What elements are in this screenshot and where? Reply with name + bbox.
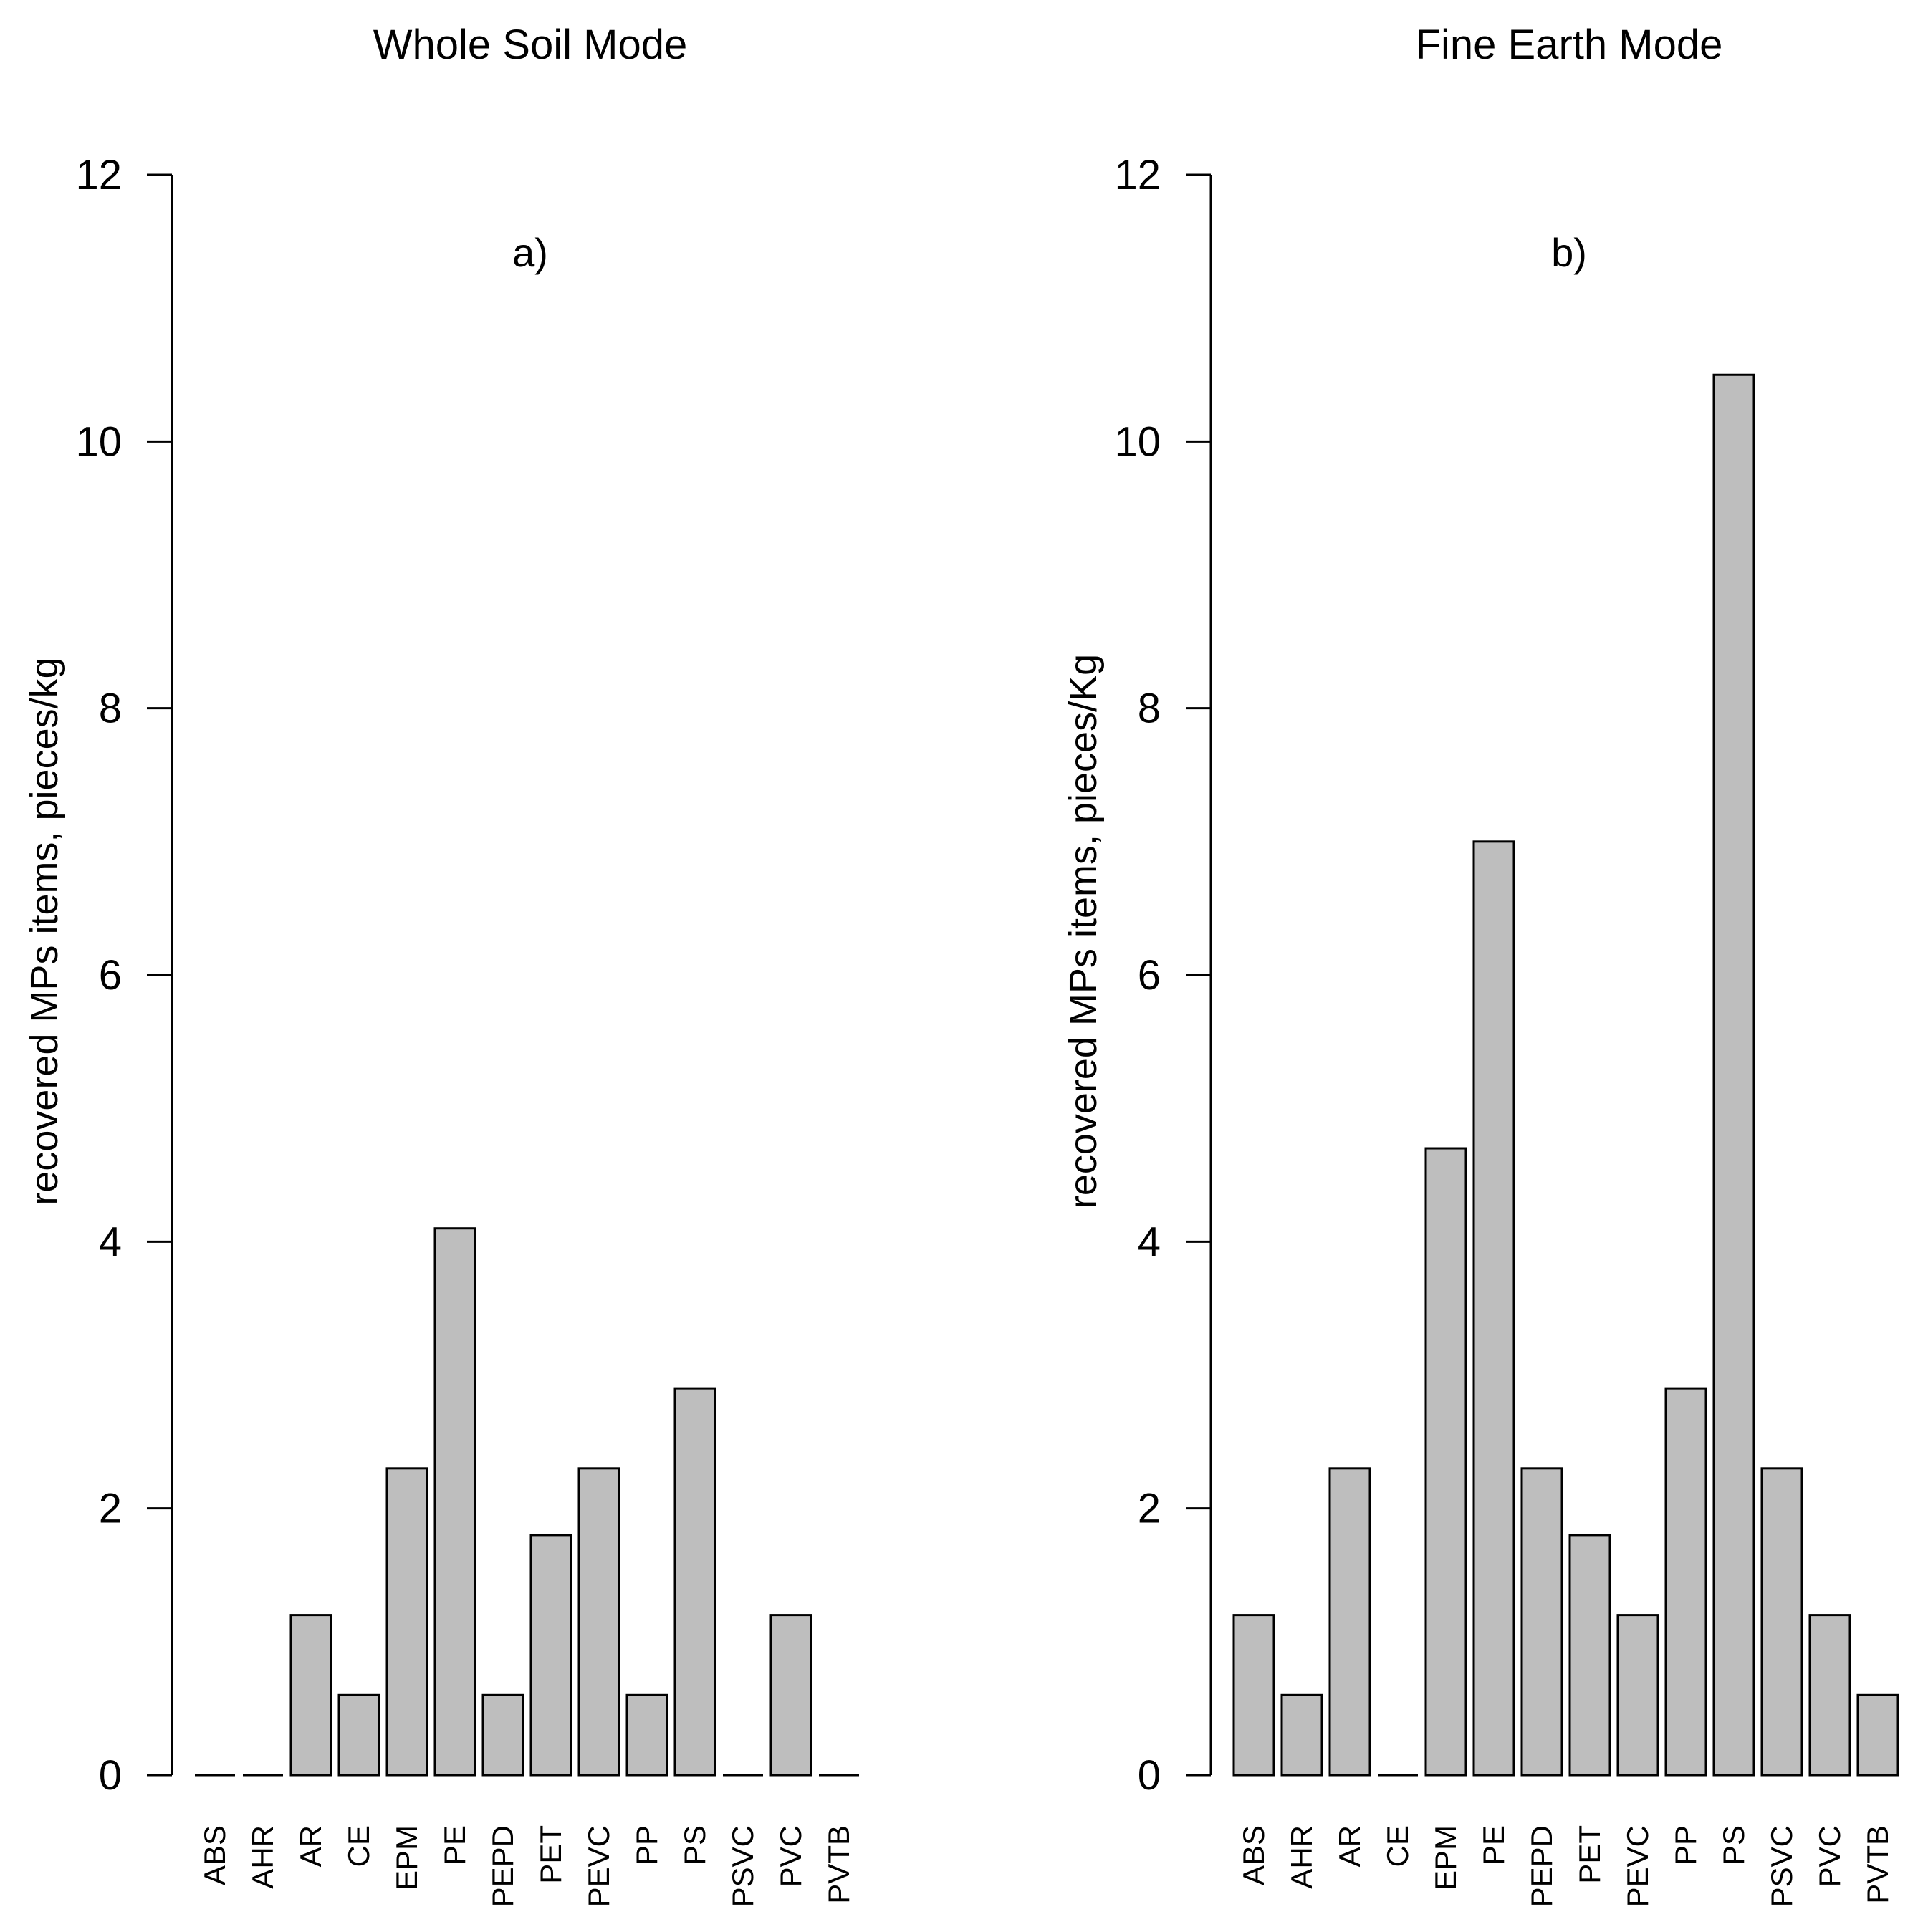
y-axis-ticks: 0 2 4 6 8 10 12 [75,152,173,1799]
x-axis-labels: ABS AHR AR CE EPM PE PEPD PET PEVC PP PS PSVC PVC PVT… [198,1825,855,1907]
bar-abs [1232,1614,1275,1777]
bar-ar [1328,1467,1371,1777]
chart-title: Fine Earth Mode [1416,21,1723,68]
y-tick-label: 4 [1138,1219,1161,1265]
x-axis-labels: ABS AHR AR CE EPM PE PEPD PET PEVC PP PS PSVC PVC PVT… [1237,1825,1894,1907]
x-tick-label: PS [1717,1825,1750,1865]
bar-ps [1712,373,1755,1777]
y-tick-label: 12 [1114,152,1161,198]
bar-ahr [1280,1693,1323,1777]
bar-pe [433,1227,476,1777]
panel-label: b) [1551,230,1587,275]
x-tick-label: PEVC [1621,1825,1654,1907]
x-tick-label: PET [534,1825,567,1884]
x-tick-label: PE [438,1825,471,1865]
bars [1232,373,1899,1777]
y-tick-label: 0 [99,1752,122,1799]
bar-pepd [481,1693,524,1777]
x-tick-label: PET [1573,1825,1606,1884]
x-tick-label: PS [678,1825,711,1865]
x-tick-label: AHR [1285,1825,1318,1889]
y-tick-label: 10 [1114,418,1161,465]
bar-psvc [1760,1467,1803,1777]
x-tick-label: ABS [1237,1825,1270,1885]
x-tick-label: PP [630,1825,663,1865]
y-axis-label: recovered MPs items, pieces/kg [23,657,66,1205]
bar-pvtb [1856,1693,1899,1777]
x-tick-label: PVTB [1861,1825,1894,1904]
x-tick-label: PVTB [822,1825,855,1904]
y-tick-label: 2 [1138,1486,1161,1532]
y-axis-ticks: 0 2 4 6 8 10 12 [1114,152,1212,1799]
x-tick-label: PSVC [1765,1825,1798,1907]
panel-whole-soil: Whole Soil Mode a) recovered MPs items, … [23,21,859,1907]
bar-ps [673,1387,716,1777]
x-tick-label: PEPD [486,1825,519,1907]
y-tick-label: 8 [1138,686,1161,732]
bar-pet [529,1534,572,1777]
x-tick-label: PP [1669,1825,1702,1865]
x-tick-label: EPM [390,1825,423,1890]
x-tick-label: PVC [774,1825,807,1887]
y-tick-label: 8 [99,686,122,732]
y-axis-label: recovered MPs items, pieces/Kg [1062,654,1105,1208]
y-tick-label: 12 [75,152,122,198]
x-tick-label: PEVC [582,1825,615,1907]
x-tick-label: CE [1381,1825,1414,1867]
bar-pe [1472,840,1515,1777]
bar-epm [1424,1147,1467,1777]
bar-pepd [1520,1467,1563,1777]
bar-pvc [1808,1614,1851,1777]
x-tick-label: PEPD [1525,1825,1558,1907]
y-tick-label: 4 [99,1219,122,1265]
chart-title: Whole Soil Mode [373,21,687,68]
x-tick-label: CE [342,1825,375,1867]
x-tick-label: AR [294,1825,327,1867]
y-tick-label: 6 [99,952,122,999]
x-tick-label: EPM [1429,1825,1462,1890]
y-tick-label: 0 [1138,1752,1161,1799]
bar-pevc [577,1467,620,1777]
x-tick-label: PE [1477,1825,1510,1865]
bar-ce [337,1693,380,1777]
x-tick-label: AR [1333,1825,1366,1867]
bar-pp [1664,1387,1707,1777]
bars [195,1227,859,1777]
x-tick-label: PSVC [726,1825,759,1907]
x-tick-label: PVC [1813,1825,1846,1887]
y-tick-label: 2 [99,1486,122,1532]
y-tick-label: 6 [1138,952,1161,999]
bar-pet [1568,1534,1611,1777]
y-tick-label: 10 [75,418,122,465]
bar-pvc [769,1614,812,1777]
x-tick-label: ABS [198,1825,231,1885]
bar-pp [625,1693,668,1777]
bar-ar [289,1614,332,1777]
panel-label: a) [512,230,548,275]
bar-pevc [1616,1614,1659,1777]
panel-fine-earth: Fine Earth Mode b) recovered MPs items, … [1062,21,1899,1907]
bar-epm [385,1467,428,1777]
x-tick-label: AHR [246,1825,279,1889]
